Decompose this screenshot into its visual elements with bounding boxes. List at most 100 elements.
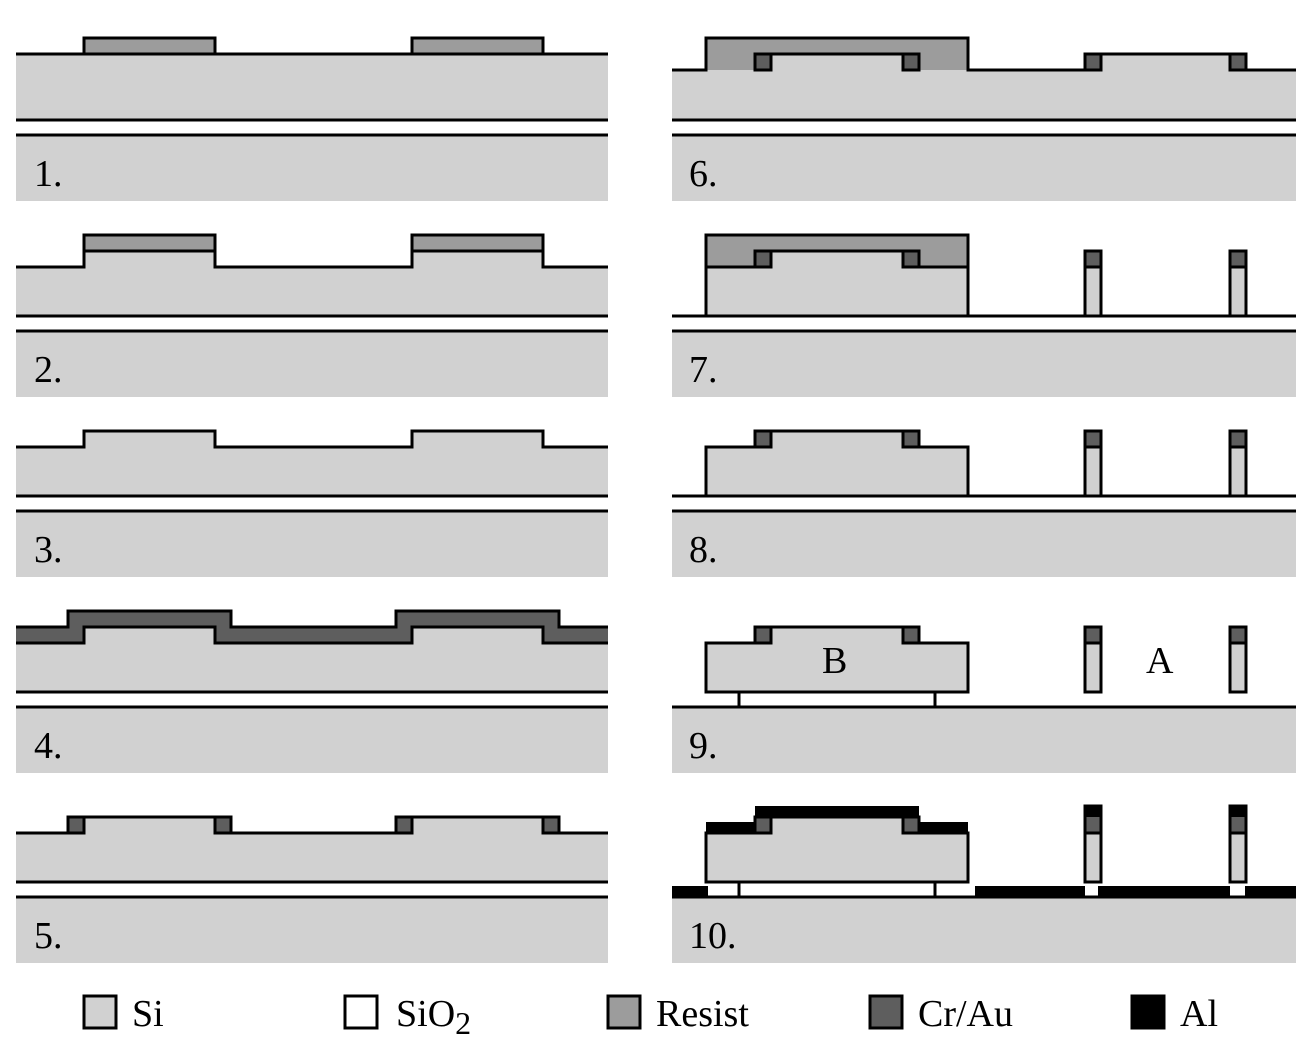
device-layer	[16, 817, 608, 882]
step-label-3: 3.	[34, 529, 63, 571]
al-bottom-segment	[1245, 886, 1296, 897]
oxide-layer	[16, 882, 608, 897]
oxide-layer	[672, 496, 1296, 511]
legend-item-resist: Resist	[606, 993, 749, 1035]
legend-swatch-si	[82, 994, 118, 1030]
step-label-6: 6.	[689, 153, 718, 195]
legend-item-al: Al	[1130, 993, 1218, 1035]
handle-wafer	[16, 897, 608, 963]
legend: Si SiO2 Resist Cr/Au Al	[82, 993, 1218, 1041]
cr-au-pad	[755, 817, 771, 833]
legend-label-si: Si	[132, 993, 164, 1035]
legend-item-cr-au: Cr/Au	[868, 993, 1013, 1035]
step-label-9: 9.	[689, 725, 718, 767]
cr-au-pad	[903, 817, 919, 833]
legend-label-sio2: SiO2	[396, 993, 471, 1041]
step-2-panel: 2.	[16, 233, 608, 397]
cr-au-pad	[755, 431, 771, 447]
oxide-layer	[672, 316, 1296, 331]
resist-pad	[84, 38, 215, 54]
al-bottom-segment	[975, 886, 1085, 897]
oxide-layer	[16, 316, 608, 331]
cr-au-pad	[1230, 817, 1246, 833]
cr-au-pad	[1230, 627, 1246, 643]
cr-au-pad	[1230, 431, 1246, 447]
resist-pad	[412, 38, 543, 54]
al-cap	[1230, 806, 1246, 817]
region-label-b: B	[822, 640, 847, 682]
step-label-10: 10.	[689, 915, 737, 957]
legend-swatch-al	[1130, 994, 1166, 1030]
cr-au-pad	[903, 431, 919, 447]
oxide-layer	[16, 120, 608, 135]
step-label-7: 7.	[689, 349, 718, 391]
al-bottom-segment	[1098, 886, 1230, 897]
cr-au-pad	[1085, 431, 1101, 447]
legend-swatch-sio2	[343, 994, 379, 1030]
cr-au-pad	[903, 251, 919, 267]
legend-item-si: Si	[82, 993, 164, 1035]
handle-wafer	[16, 331, 608, 397]
handle-wafer	[16, 511, 608, 577]
handle-wafer	[16, 707, 608, 773]
step-6-panel: 6.	[672, 36, 1296, 201]
step-7-panel: 7.	[672, 233, 1296, 397]
resist-pad	[84, 235, 215, 251]
al-layer-top	[706, 806, 968, 833]
cr-au-pad	[1230, 251, 1246, 267]
beam	[1230, 643, 1246, 692]
cr-au-pad	[755, 54, 771, 70]
resist-pad	[412, 235, 543, 251]
step-1-panel: 1.	[16, 36, 608, 201]
cr-au-pad	[1085, 251, 1101, 267]
step-label-1: 1.	[34, 153, 63, 195]
legend-label-sio2-subscript: 2	[455, 1005, 471, 1041]
al-bottom-segment	[672, 886, 708, 897]
beam	[1085, 833, 1101, 882]
device-layer	[16, 627, 608, 692]
beam	[1230, 267, 1246, 316]
step-10-panel: 10.	[672, 804, 1296, 963]
handle-wafer	[672, 511, 1296, 577]
legend-label-resist: Resist	[656, 993, 749, 1035]
beam	[1085, 267, 1101, 316]
cr-au-pad	[755, 251, 771, 267]
step-4-panel: 4.	[16, 609, 608, 773]
oxide-layer	[16, 692, 608, 707]
legend-swatch-cr-au	[868, 994, 904, 1030]
step-label-8: 8.	[689, 529, 718, 571]
oxide-layer	[16, 496, 608, 511]
legend-label-al: Al	[1180, 993, 1218, 1035]
step-9-panel: B A 9.	[672, 625, 1296, 773]
handle-wafer	[16, 135, 608, 201]
cr-au-pad	[903, 627, 919, 643]
device-layer	[16, 431, 608, 496]
handle-wafer	[672, 897, 1296, 963]
step-3-panel: 3.	[16, 429, 608, 577]
device-layer	[16, 251, 608, 316]
cr-au-pad	[396, 817, 412, 833]
legend-label-sio2-main: SiO	[396, 993, 455, 1035]
device-block	[706, 431, 968, 496]
beam	[1085, 643, 1101, 692]
region-label-a: A	[1146, 640, 1174, 682]
device-layer	[16, 54, 608, 120]
cr-au-pad	[215, 817, 231, 833]
cr-au-pad	[68, 817, 84, 833]
beam	[1230, 833, 1246, 882]
legend-item-sio2: SiO2	[343, 993, 471, 1041]
step-label-4: 4.	[34, 725, 63, 767]
handle-wafer	[672, 707, 1296, 773]
step-label-2: 2.	[34, 349, 63, 391]
cr-au-pad	[1230, 54, 1246, 70]
step-8-panel: 8.	[672, 429, 1296, 577]
cr-au-pad	[1085, 54, 1101, 70]
handle-wafer	[672, 135, 1296, 201]
beam	[1230, 447, 1246, 496]
cr-au-pad	[543, 817, 559, 833]
legend-swatch-resist	[606, 994, 642, 1030]
handle-wafer	[672, 331, 1296, 397]
cr-au-pad	[903, 54, 919, 70]
step-5-panel: 5.	[16, 815, 608, 963]
